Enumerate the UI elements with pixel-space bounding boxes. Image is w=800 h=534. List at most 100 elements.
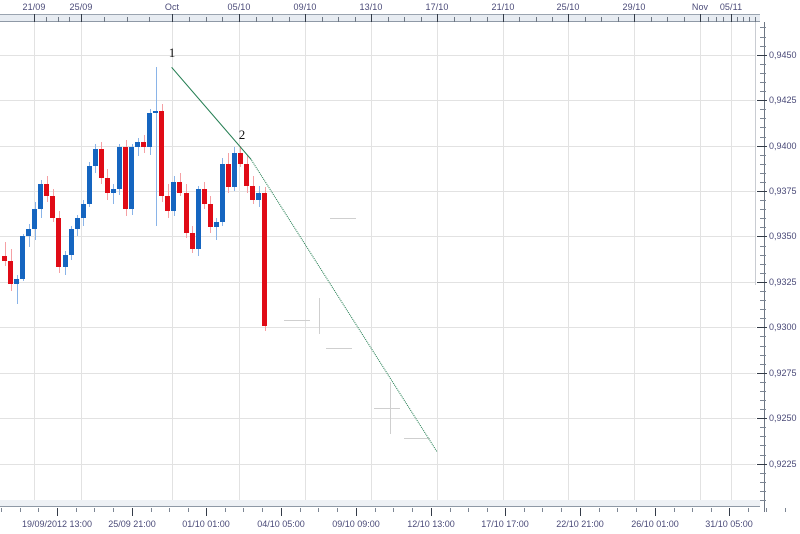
candle-body[interactable] (38, 183, 43, 210)
candle-body[interactable] (256, 192, 261, 201)
candle-body[interactable] (93, 149, 98, 166)
candle-body[interactable] (147, 112, 152, 148)
candle-body[interactable] (244, 163, 249, 186)
price-tick-label-4: 0,9350 (769, 231, 797, 241)
top-tick-label-4: 09/10 (293, 2, 317, 12)
top-tick-label-11: 05/11 (719, 2, 743, 12)
candle-body[interactable] (2, 255, 7, 261)
top-tick-label-5: 13/10 (359, 2, 383, 12)
candle-body[interactable] (238, 152, 243, 164)
bottom-date-axis[interactable]: 19/09/2012 13:00 25/09 21:00 01/10 01:00 04… (0, 500, 800, 534)
bottom-axis-band (0, 500, 760, 507)
bottom-tick-minor (674, 508, 675, 512)
right-price-axis[interactable]: 0,9450 0,9425 0,9400 0,9375 0,9350 0,9325 0,93… (756, 0, 800, 534)
top-tick-minor (127, 17, 128, 22)
candle-body[interactable] (165, 196, 170, 211)
candle-body[interactable] (202, 189, 207, 204)
bottom-tick-minor (262, 508, 263, 512)
price-tick-major-3 (757, 191, 767, 192)
candle-body[interactable] (159, 111, 164, 197)
candle-body[interactable] (8, 261, 13, 284)
top-tick-minor (289, 17, 290, 22)
top-tick-label-8: 25/10 (556, 2, 580, 12)
top-tick-minor (322, 17, 323, 22)
candle-body[interactable] (87, 165, 92, 204)
bottom-tick-minor (318, 508, 319, 512)
gridline-v-5 (371, 22, 372, 500)
gridline-v-3 (239, 22, 240, 500)
bottom-tick-major-9 (729, 508, 730, 516)
candle-body[interactable] (105, 178, 110, 193)
candle-body[interactable] (32, 209, 37, 230)
candle-body[interactable] (262, 192, 267, 326)
candle-body[interactable] (153, 111, 158, 113)
candle-body[interactable] (220, 163, 225, 222)
candle-body[interactable] (177, 181, 182, 193)
candle-body[interactable] (50, 196, 55, 219)
candle-body[interactable] (171, 181, 176, 212)
candle-body[interactable] (81, 203, 86, 219)
bottom-tick-major-5 (431, 508, 432, 516)
top-tick-minor (749, 17, 750, 22)
candle-body[interactable] (196, 189, 201, 250)
top-tick-label-0: 21/09 (22, 2, 46, 12)
candle-body[interactable] (135, 141, 140, 148)
bottom-tick-label-5: 12/10 13:00 (407, 519, 455, 529)
candle-body[interactable] (184, 192, 189, 233)
candle-body[interactable] (63, 254, 68, 268)
price-tick-minor (760, 73, 766, 74)
candle-body[interactable] (20, 236, 25, 280)
bottom-tick-minor (113, 508, 114, 512)
candle-body[interactable] (232, 152, 237, 188)
price-tick-minor (760, 173, 766, 174)
top-date-axis[interactable]: 21/09 25/09 Oct 05/10 09/10 13/10 17/10 21/10 25… (0, 0, 800, 28)
candle-body[interactable] (214, 221, 219, 228)
top-tick-minor (536, 17, 537, 22)
candle-body[interactable] (123, 147, 128, 210)
candle-body[interactable] (75, 218, 80, 230)
top-tick-minor (338, 17, 339, 22)
price-tick-minor (760, 227, 766, 228)
gridline-v-6 (437, 22, 438, 500)
price-tick-minor (760, 364, 766, 365)
top-tick-label-1: 25/09 (69, 2, 93, 12)
candle-body[interactable] (141, 141, 146, 148)
price-tick-minor (760, 155, 766, 156)
candle-body[interactable] (56, 218, 61, 268)
candle-body[interactable] (190, 232, 195, 250)
price-tick-minor (760, 82, 766, 83)
price-tick-label-1: 0,9425 (769, 95, 797, 105)
candle-body[interactable] (208, 203, 213, 228)
crosshair-mark-0 (284, 320, 310, 321)
bottom-tick-minor (151, 508, 152, 512)
bottom-tick-major-0 (57, 508, 58, 516)
top-tick-minor (272, 17, 273, 22)
price-tick-major-0 (757, 55, 767, 56)
candle-body[interactable] (117, 147, 122, 190)
trendline-dotted-projection[interactable] (251, 160, 437, 452)
top-axis-rule (0, 21, 760, 22)
candle-body[interactable] (250, 185, 255, 201)
bottom-tick-label-7: 22/10 21:00 (556, 519, 604, 529)
candle-body[interactable] (14, 279, 19, 284)
candle-wick (5, 241, 6, 266)
candle-body[interactable] (69, 229, 74, 255)
price-tick-minor (760, 182, 766, 183)
candle-body[interactable] (26, 229, 31, 237)
bottom-tick-minor (300, 508, 301, 512)
bottom-tick-minor (599, 508, 600, 512)
candle-body[interactable] (226, 163, 231, 188)
candle-body[interactable] (111, 189, 116, 193)
gridline-h-9 (0, 464, 756, 465)
top-tick-minor (667, 17, 668, 22)
candle-body[interactable] (99, 149, 104, 179)
price-tick-minor (760, 391, 766, 392)
candle-body[interactable] (129, 147, 134, 210)
top-tick-minor (716, 17, 717, 22)
top-tick-minor (206, 17, 207, 22)
candle-body[interactable] (44, 183, 49, 197)
top-tick-minor (189, 17, 190, 22)
top-tick-major-1 (81, 14, 82, 22)
top-tick-minor (69, 17, 70, 22)
